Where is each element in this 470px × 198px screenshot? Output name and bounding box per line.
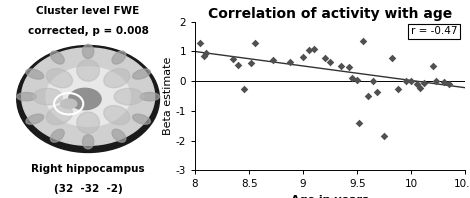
Point	[416, 86, 423, 89]
Point	[445, 82, 453, 85]
Point	[326, 60, 334, 63]
Ellipse shape	[61, 99, 77, 109]
Text: Cluster level FWE: Cluster level FWE	[37, 6, 140, 16]
Point	[299, 56, 307, 59]
Point	[353, 78, 361, 81]
Ellipse shape	[112, 51, 126, 64]
Ellipse shape	[82, 135, 94, 149]
Point	[251, 42, 258, 45]
Text: corrected, p = 0.008: corrected, p = 0.008	[28, 26, 149, 36]
Point	[402, 79, 409, 82]
Ellipse shape	[77, 60, 100, 81]
Point	[381, 135, 388, 138]
X-axis label: Age in years: Age in years	[291, 195, 369, 198]
Ellipse shape	[140, 92, 159, 101]
Point	[286, 60, 294, 63]
Ellipse shape	[26, 69, 44, 79]
Point	[269, 58, 277, 61]
Point	[248, 61, 255, 64]
Text: Right hippocampus: Right hippocampus	[31, 164, 145, 174]
Ellipse shape	[26, 114, 44, 124]
Point	[364, 94, 372, 98]
Ellipse shape	[47, 106, 72, 125]
Text: (32  -32  -2): (32 -32 -2)	[54, 184, 123, 194]
Point	[337, 65, 345, 68]
Ellipse shape	[50, 129, 64, 142]
Text: r = -0.47: r = -0.47	[411, 26, 457, 36]
Point	[202, 51, 210, 54]
Point	[432, 80, 440, 83]
Ellipse shape	[104, 69, 130, 88]
Point	[407, 80, 415, 83]
Point	[229, 57, 236, 61]
Point	[200, 54, 207, 57]
Point	[305, 48, 313, 51]
Point	[235, 63, 242, 66]
Point	[348, 77, 355, 80]
Ellipse shape	[17, 46, 159, 152]
Point	[394, 88, 402, 91]
Point	[421, 81, 428, 84]
Point	[388, 56, 396, 60]
Ellipse shape	[47, 69, 72, 88]
Point	[310, 47, 318, 50]
Ellipse shape	[133, 114, 150, 124]
Ellipse shape	[46, 67, 130, 126]
Y-axis label: Beta estimate: Beta estimate	[163, 57, 173, 135]
Point	[240, 88, 247, 91]
Point	[429, 65, 437, 68]
Ellipse shape	[69, 88, 101, 110]
Title: Correlation of activity with age: Correlation of activity with age	[208, 7, 452, 21]
Ellipse shape	[114, 88, 143, 105]
Ellipse shape	[82, 44, 94, 59]
Ellipse shape	[104, 106, 130, 125]
Point	[370, 80, 377, 83]
Ellipse shape	[50, 51, 64, 64]
Point	[356, 121, 363, 124]
Point	[345, 65, 352, 69]
Ellipse shape	[22, 48, 155, 145]
Ellipse shape	[112, 129, 126, 142]
Point	[359, 39, 367, 43]
Ellipse shape	[33, 88, 62, 105]
Point	[373, 91, 380, 94]
Point	[440, 80, 447, 83]
Point	[413, 82, 421, 85]
Ellipse shape	[17, 92, 36, 101]
Point	[197, 41, 204, 44]
Ellipse shape	[77, 112, 100, 133]
Point	[321, 56, 329, 60]
Ellipse shape	[133, 69, 150, 79]
